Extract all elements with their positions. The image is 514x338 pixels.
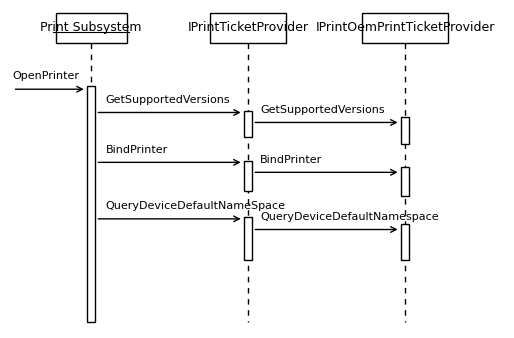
Text: IPrintOemPrintTicketProvider: IPrintOemPrintTicketProvider: [315, 21, 494, 34]
Text: QueryDeviceDefaultNamespace: QueryDeviceDefaultNamespace: [260, 212, 439, 222]
Text: BindPrinter: BindPrinter: [106, 145, 168, 155]
Text: IPrintTicketProvider: IPrintTicketProvider: [188, 21, 308, 34]
FancyBboxPatch shape: [244, 161, 252, 191]
FancyBboxPatch shape: [210, 13, 286, 43]
FancyBboxPatch shape: [400, 224, 409, 260]
FancyBboxPatch shape: [400, 167, 409, 196]
Text: GetSupportedVersions: GetSupportedVersions: [106, 95, 230, 105]
Text: BindPrinter: BindPrinter: [260, 155, 322, 165]
FancyBboxPatch shape: [244, 111, 252, 138]
FancyBboxPatch shape: [362, 13, 448, 43]
Text: GetSupportedVersions: GetSupportedVersions: [260, 105, 385, 115]
FancyBboxPatch shape: [87, 86, 96, 322]
Text: OpenPrinter: OpenPrinter: [12, 71, 80, 81]
FancyBboxPatch shape: [56, 13, 126, 43]
FancyBboxPatch shape: [400, 118, 409, 144]
Text: QueryDeviceDefaultNameSpace: QueryDeviceDefaultNameSpace: [106, 201, 286, 211]
Text: Print Subsystem: Print Subsystem: [40, 21, 142, 34]
FancyBboxPatch shape: [244, 217, 252, 260]
